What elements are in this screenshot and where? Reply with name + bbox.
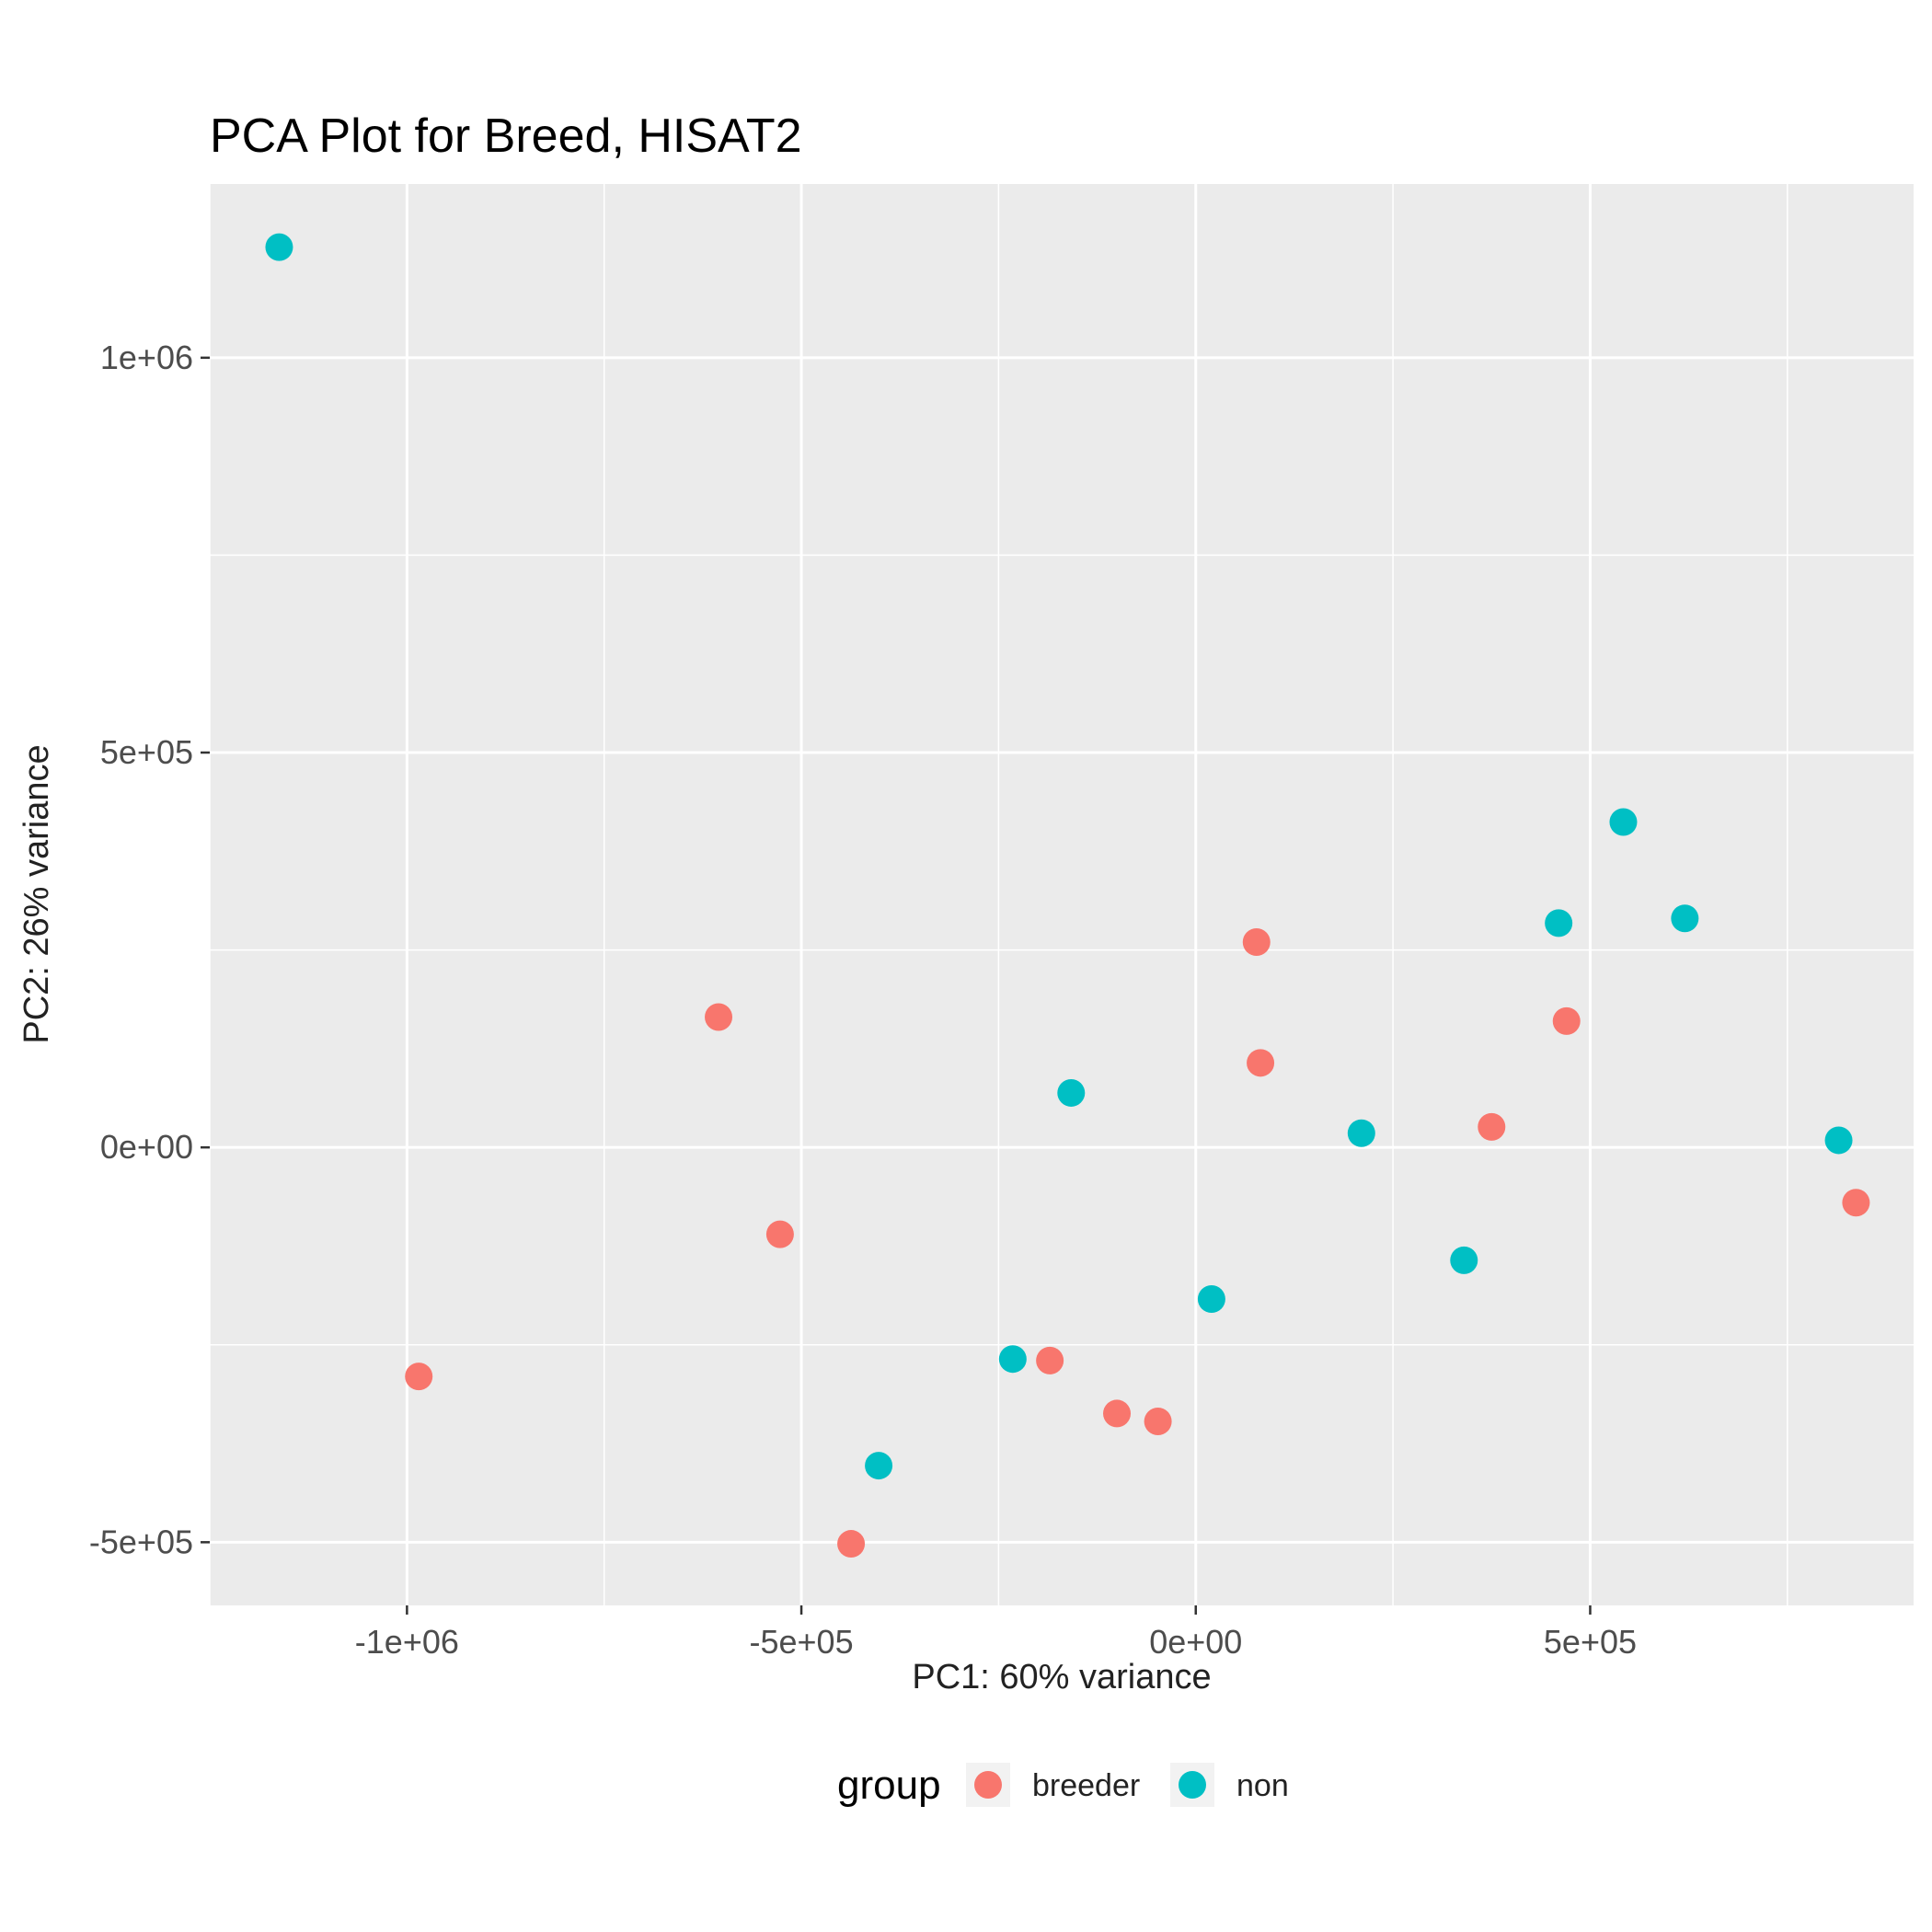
data-point-breeder (1478, 1112, 1506, 1141)
plot-panel (210, 184, 1914, 1605)
y-tick-label: -5e+05 (89, 1523, 193, 1560)
data-point-breeder (705, 1003, 733, 1031)
data-point-breeder (1242, 928, 1271, 956)
x-axis-title: PC1: 60% variance (912, 1658, 1211, 1696)
data-point-breeder (1552, 1006, 1581, 1035)
data-point-breeder (405, 1363, 433, 1391)
data-point-breeder (1842, 1189, 1870, 1217)
x-tick-label: 0e+00 (1149, 1623, 1242, 1661)
grid-major (210, 184, 1914, 1605)
y-tick-label: 5e+05 (100, 733, 193, 771)
data-point-non (1545, 909, 1573, 937)
data-point-non (1824, 1126, 1853, 1155)
legend-label-breeder: breeder (1032, 1768, 1140, 1803)
data-points (265, 233, 1870, 1558)
x-axis: -1e+06 -5e+05 0e+00 5e+05 (355, 1605, 1637, 1661)
data-point-non (1609, 808, 1638, 836)
data-point-non (265, 233, 293, 261)
x-tick-label: 5e+05 (1544, 1623, 1637, 1661)
data-point-breeder (1144, 1408, 1172, 1436)
data-point-non (1197, 1284, 1225, 1313)
data-point-breeder (1103, 1399, 1132, 1428)
data-point-non (1450, 1246, 1478, 1274)
data-point-breeder (837, 1530, 866, 1558)
legend-swatch-non (1179, 1771, 1206, 1799)
y-axis: -5e+05 0e+00 5e+05 1e+06 (89, 339, 210, 1560)
x-tick-label: -5e+05 (750, 1623, 854, 1661)
data-point-breeder (765, 1220, 794, 1248)
y-axis-title: PC2: 26% variance (17, 744, 56, 1043)
chart-title: PCA Plot for Breed, HISAT2 (210, 109, 802, 163)
legend: group breeder non (837, 1763, 1289, 1808)
x-tick-label: -1e+06 (355, 1623, 459, 1661)
y-tick-label: 0e+00 (100, 1128, 193, 1166)
legend-title: group (837, 1763, 941, 1808)
legend-label-non: non (1236, 1768, 1289, 1803)
data-point-non (1057, 1078, 1086, 1107)
data-point-non (1347, 1119, 1375, 1147)
data-point-breeder (1247, 1049, 1275, 1077)
data-point-non (865, 1452, 893, 1480)
y-tick-label: 1e+06 (100, 339, 193, 376)
legend-swatch-breeder (974, 1771, 1002, 1799)
grid-minor (209, 184, 1914, 1605)
data-point-breeder (1036, 1346, 1064, 1374)
data-point-non (1671, 904, 1699, 933)
data-point-non (998, 1345, 1027, 1374)
